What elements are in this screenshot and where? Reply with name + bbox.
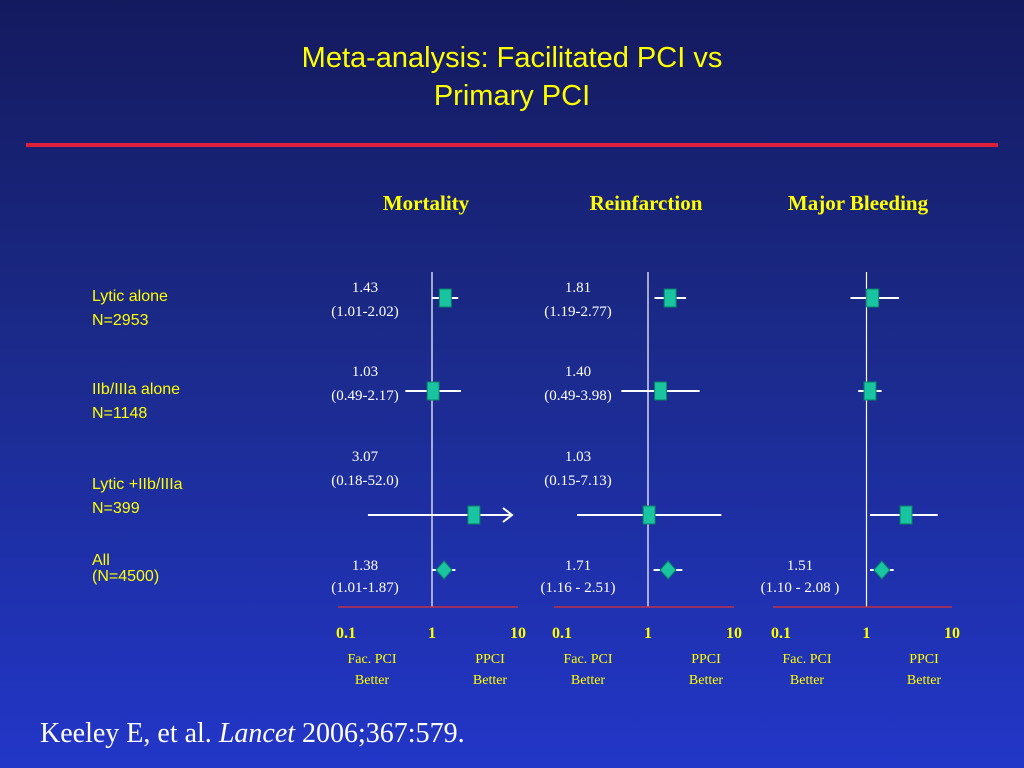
row-label-name: Lytic alone bbox=[92, 288, 168, 305]
row-label-n: N=1148 bbox=[92, 405, 148, 422]
estimate-value-label: 1.03 bbox=[352, 364, 378, 380]
estimate-value-label: 1.40 bbox=[565, 364, 591, 380]
row-label-name: All bbox=[92, 552, 110, 569]
estimate-value-label: 1.71 bbox=[565, 558, 591, 574]
slide-title-line1: Meta-analysis: Facilitated PCI vs bbox=[301, 42, 723, 74]
x-label-right: Better bbox=[689, 673, 724, 688]
x-label-left: Fac. PCI bbox=[783, 652, 832, 667]
row-label-lytic-alone: Lytic alone N=2953 bbox=[92, 287, 168, 331]
confidence-interval-label: (1.19-2.77) bbox=[544, 304, 612, 320]
title-divider bbox=[26, 143, 998, 147]
ci-arrow bbox=[502, 507, 514, 523]
confidence-interval-label: (0.49-2.17) bbox=[331, 388, 399, 404]
x-label-right: PPCI bbox=[475, 652, 505, 667]
x-tick-label: 1 bbox=[428, 625, 436, 642]
x-label-right: Better bbox=[473, 673, 508, 688]
x-label-left: Better bbox=[355, 673, 390, 688]
confidence-interval-label: (0.49-3.98) bbox=[544, 388, 612, 404]
estimate-value-label: 1.81 bbox=[565, 280, 591, 296]
row-label-name: Lytic +IIb/IIIa bbox=[92, 476, 183, 493]
point-estimate-marker bbox=[663, 288, 677, 308]
row-label-n: N=2953 bbox=[92, 312, 149, 329]
x-label-right: Better bbox=[907, 673, 942, 688]
panel-title: Mortality bbox=[383, 191, 470, 215]
x-label-right: PPCI bbox=[691, 652, 721, 667]
x-label-left: Fac. PCI bbox=[564, 652, 613, 667]
estimate-value-label: 1.43 bbox=[352, 280, 378, 296]
estimate-value-label: 1.51 bbox=[787, 558, 813, 574]
point-estimate-marker bbox=[654, 381, 668, 401]
citation: Keeley E, et al. Lancet 2006;367:579. bbox=[40, 718, 465, 750]
row-label-n: (N=4500) bbox=[92, 568, 160, 585]
row-label-all: All (N=4500) bbox=[92, 553, 159, 585]
x-tick-label: 0.1 bbox=[336, 625, 356, 642]
confidence-interval-label: (1.01-2.02) bbox=[331, 304, 399, 320]
confidence-interval-label: (0.18-52.0) bbox=[331, 473, 399, 489]
panel-title: Major Bleeding bbox=[788, 191, 929, 215]
point-estimate-marker bbox=[438, 288, 452, 308]
point-estimate-marker bbox=[467, 505, 481, 525]
x-label-left: Fac. PCI bbox=[348, 652, 397, 667]
confidence-interval-label: (0.15-7.13) bbox=[544, 473, 612, 489]
x-tick-label: 0.1 bbox=[771, 625, 791, 642]
citation-journal: Lancet bbox=[218, 718, 296, 749]
x-tick-label: 10 bbox=[510, 625, 526, 642]
x-tick-label: 10 bbox=[944, 625, 960, 642]
row-label-lytic-iib-iiia: Lytic +IIb/IIIa N=399 bbox=[92, 475, 183, 519]
citation-authors: Keeley E, et al. bbox=[40, 718, 212, 749]
x-label-left: Better bbox=[790, 673, 825, 688]
confidence-interval-label: (1.01-1.87) bbox=[331, 580, 399, 596]
x-tick-label: 1 bbox=[644, 625, 652, 642]
estimate-value-label: 3.07 bbox=[352, 449, 379, 465]
point-estimate-marker bbox=[863, 381, 877, 401]
row-label-iib-iiia-alone: IIb/IIIa alone N=1148 bbox=[92, 380, 180, 424]
panel-title: Reinfarction bbox=[590, 191, 703, 215]
confidence-interval-label: (1.10 - 2.08 ) bbox=[761, 580, 840, 596]
citation-ref: 2006;367:579. bbox=[302, 718, 465, 749]
point-estimate-marker bbox=[426, 381, 440, 401]
x-tick-label: 10 bbox=[726, 625, 742, 642]
pooled-estimate-diamond bbox=[435, 560, 453, 580]
x-label-right: PPCI bbox=[909, 652, 939, 667]
x-label-left: Better bbox=[571, 673, 606, 688]
estimate-value-label: 1.38 bbox=[352, 558, 378, 574]
x-tick-label: 1 bbox=[863, 625, 871, 642]
point-estimate-marker bbox=[899, 505, 913, 525]
row-label-name: IIb/IIIa alone bbox=[92, 381, 181, 398]
point-estimate-marker bbox=[866, 288, 880, 308]
slide-title-line2: Primary PCI bbox=[433, 80, 591, 112]
confidence-interval-label: (1.16 - 2.51) bbox=[541, 580, 616, 596]
pooled-estimate-diamond bbox=[659, 560, 677, 580]
pooled-estimate-diamond bbox=[873, 560, 891, 580]
point-estimate-marker bbox=[642, 505, 656, 525]
estimate-value-label: 1.03 bbox=[565, 449, 591, 465]
row-label-n: N=399 bbox=[92, 500, 140, 517]
x-tick-label: 0.1 bbox=[552, 625, 572, 642]
